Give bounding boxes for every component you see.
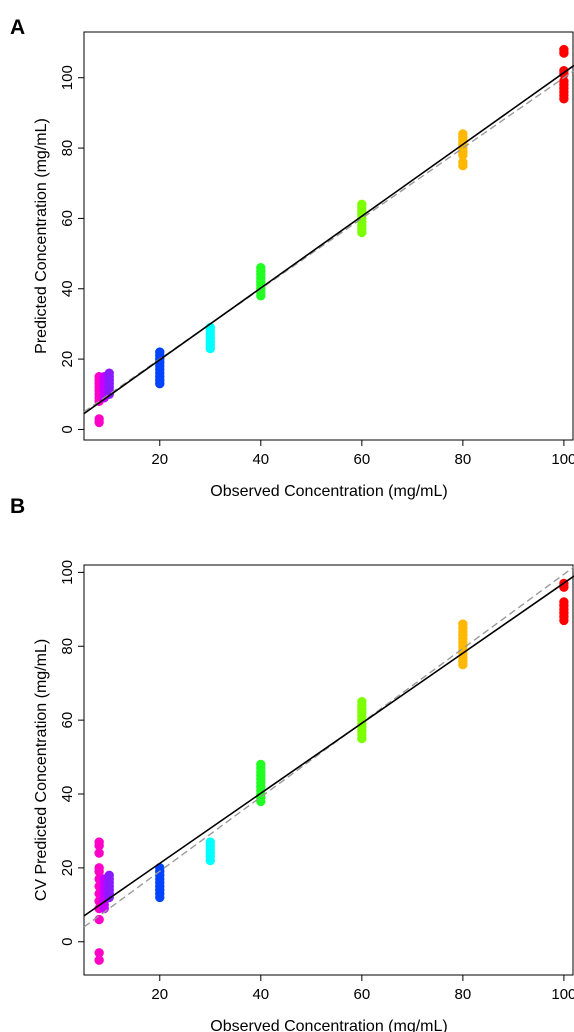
data-point	[458, 619, 468, 629]
data-point	[104, 870, 114, 880]
data-point	[94, 863, 104, 873]
panel-b: B 20 40 60 80 100 0 20 40 60 80 100 Observed Concen…	[0, 495, 574, 1032]
x-axis-label: Observed Concentration (mg/mL)	[210, 483, 447, 500]
data-point	[256, 262, 266, 273]
y-tick-label: 100	[59, 560, 76, 585]
panel-a: A 20 40 60 80 100 0 20 40 60 80 100 Observed Concen…	[0, 0, 574, 508]
panel-b-chart: 20 40 60 80 100 0 20 40 60 80 100 Observed Concentr…	[33, 560, 574, 1032]
panel-b-label: B	[10, 495, 26, 518]
y-tick-label: 40	[59, 280, 76, 297]
data-point	[458, 129, 468, 139]
data-point	[357, 696, 367, 707]
data-point	[256, 759, 266, 770]
data-point	[205, 837, 215, 847]
x-axis-label: Observed Concentration (mg/mL)	[210, 1018, 447, 1032]
y-tick-label: 100	[59, 65, 76, 90]
y-axis-label: CV Predicted Concentration (mg/mL)	[33, 639, 50, 901]
regression-line	[83, 64, 574, 415]
data-point	[559, 44, 569, 55]
x-tick-label: 60	[353, 451, 370, 468]
y-tick-label: 80	[59, 140, 76, 157]
x-tick-label: 80	[455, 986, 472, 1003]
x-tick-label: 100	[551, 986, 574, 1003]
panel-a-chart: 20 40 60 80 100 0 20 40 60 80 100 Observed Concentr…	[33, 31, 574, 500]
x-tick-label: 20	[151, 451, 168, 468]
x-tick-label: 80	[455, 451, 472, 468]
y-tick-label: 60	[59, 210, 76, 227]
y-tick-label: 0	[59, 938, 76, 946]
data-point	[94, 914, 104, 925]
x-tick-label: 20	[151, 986, 168, 1003]
x-tick-label: 60	[353, 986, 370, 1003]
y-tick-label: 20	[59, 860, 76, 877]
data-point	[94, 414, 104, 424]
x-tick-label: 40	[252, 986, 269, 1003]
data-point	[559, 597, 569, 607]
plot-frame	[83, 564, 574, 976]
y-tick-label: 80	[59, 638, 76, 655]
identity-line	[83, 566, 574, 928]
data-point	[94, 948, 104, 958]
plot-frame	[83, 31, 574, 441]
y-tick-label: 40	[59, 786, 76, 803]
data-point	[104, 368, 114, 378]
x-tick-label: 100	[551, 451, 574, 468]
panel-a-label: A	[10, 16, 26, 39]
data-point	[155, 347, 165, 357]
data-point	[94, 837, 104, 847]
y-tick-label: 60	[59, 712, 76, 729]
x-tick-label: 40	[252, 451, 269, 468]
data-point	[559, 65, 569, 76]
data-point	[357, 199, 367, 210]
regression-line	[83, 575, 574, 917]
y-tick-label: 0	[59, 425, 76, 433]
y-axis-label: Predicted Concentration (mg/mL)	[33, 118, 50, 354]
y-tick-label: 20	[59, 351, 76, 368]
